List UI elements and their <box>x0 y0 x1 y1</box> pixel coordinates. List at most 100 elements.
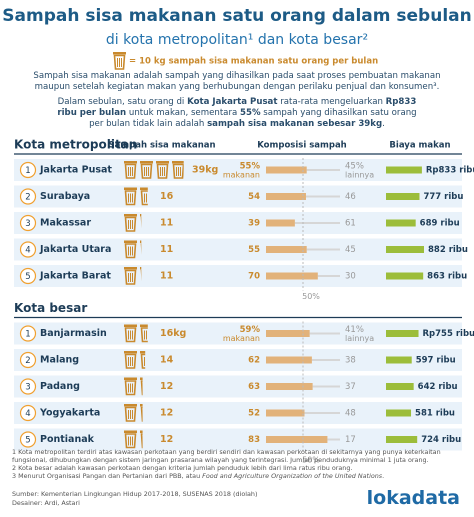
other-label: 30 <box>345 272 356 282</box>
other-bar <box>306 169 340 171</box>
intro-2: Dalam sebulan, satu orang di Kota Jakart… <box>50 97 424 130</box>
cost-label: 777 ribu <box>423 192 463 202</box>
waste-icons <box>124 187 148 206</box>
food-label: 52 <box>248 409 260 419</box>
cost-label: 581 ribu <box>415 409 455 419</box>
cost-label: 724 ribu <box>421 435 461 445</box>
waste-label: 11 <box>160 271 173 282</box>
city: Malang <box>40 355 79 366</box>
icon-body <box>124 380 137 396</box>
waste-label: 12 <box>160 408 173 419</box>
waste-icons <box>124 404 143 422</box>
icon-body <box>172 163 184 179</box>
other-label: 17 <box>345 435 356 445</box>
city: Padang <box>40 381 80 392</box>
other-label: 45% <box>345 162 364 172</box>
waste-label: 11 <box>160 218 173 229</box>
other-bar <box>294 222 340 224</box>
icon-lid <box>124 267 137 270</box>
city: Banjarmasin <box>40 328 107 339</box>
food-label: 83 <box>248 435 260 445</box>
cost-label: 863 ribu <box>427 272 467 282</box>
trash-icon <box>124 187 137 206</box>
icon-lid <box>140 404 143 407</box>
other-bar <box>304 412 340 414</box>
food-bar <box>266 383 313 390</box>
waste-icons <box>124 324 148 343</box>
waste-label: 12 <box>160 434 173 445</box>
trash-icon <box>140 161 153 179</box>
icon-lid <box>124 430 137 433</box>
waste-label: 16kg <box>160 328 186 339</box>
icon-body <box>140 380 143 396</box>
trash-icon <box>124 377 137 396</box>
trash-icon <box>140 240 142 253</box>
rank-circle <box>19 267 37 285</box>
waste-icons <box>124 377 143 396</box>
cost-bar <box>386 219 416 227</box>
other-label: 38 <box>345 356 356 366</box>
trash-icon <box>113 52 126 70</box>
city: Surabaya <box>40 191 90 202</box>
section-header: Kota metropolitan <box>14 138 137 152</box>
food-label: 62 <box>248 356 260 366</box>
text-run: 1 Kota metropolitan terdiri atas kawasan… <box>12 448 441 464</box>
trash-icon <box>124 324 137 343</box>
text-run: Kota Jakarta Pusat <box>187 97 278 107</box>
rank: 5 <box>25 272 30 282</box>
rank: 5 <box>25 436 30 446</box>
icon-body <box>124 243 137 259</box>
title: Sampah sisa makanan satu orang dalam seb… <box>2 6 471 26</box>
rank: 2 <box>25 193 30 203</box>
other-caption: lainnya <box>345 171 374 180</box>
icon-body <box>124 406 137 422</box>
text-run: 2 Kota besar adalah kawasan perkotaan de… <box>12 464 353 472</box>
waste-icons <box>124 214 142 232</box>
trash-icon <box>124 430 137 449</box>
food-bar <box>266 166 307 174</box>
mid-label: 50% <box>302 292 320 301</box>
other-bar <box>317 275 340 277</box>
icon-lid <box>156 161 169 164</box>
icon-body <box>140 433 143 449</box>
source: Sumber: Kementerian Lingkungan Hidup 201… <box>12 490 258 498</box>
mid-label: 50% <box>302 456 320 465</box>
waste-icons <box>124 161 184 179</box>
icon-lid <box>140 161 153 164</box>
icon-body <box>124 353 137 369</box>
icon-lid <box>124 240 137 243</box>
icon-lid <box>140 214 142 217</box>
trash-icon <box>124 404 137 422</box>
food-bar <box>266 409 305 417</box>
rank-circle <box>19 241 37 258</box>
food-bar <box>266 246 307 253</box>
icon-body <box>124 190 137 206</box>
food-label: 59% <box>240 325 261 335</box>
icon-body <box>124 216 137 232</box>
trash-icon <box>140 187 148 206</box>
rank-circle <box>19 404 37 422</box>
icon-body <box>124 269 137 285</box>
icon-lid <box>140 240 142 243</box>
city: Jakarta Barat <box>39 271 111 282</box>
food-bar <box>266 436 328 443</box>
other-label: 61 <box>345 219 356 229</box>
rank-circle <box>19 214 37 232</box>
rank-circle <box>19 378 37 395</box>
other-bar <box>312 385 340 388</box>
cost-label: 689 ribu <box>420 219 460 229</box>
text-run: untuk makan, sementara <box>126 108 240 118</box>
icon-body <box>124 163 137 179</box>
icon-body <box>140 163 153 179</box>
rank: 2 <box>25 356 30 366</box>
food-label: 54 <box>248 192 260 202</box>
text-run: Dalam sebulan, satu orang di <box>57 97 188 107</box>
trash-icon <box>124 214 137 232</box>
column-header: Komposisi sampah <box>257 141 347 151</box>
trash-icon <box>124 267 137 285</box>
rank: 4 <box>25 246 30 256</box>
trash-icon <box>172 161 184 179</box>
icon-lid <box>140 430 143 433</box>
trash-icon <box>124 161 137 179</box>
